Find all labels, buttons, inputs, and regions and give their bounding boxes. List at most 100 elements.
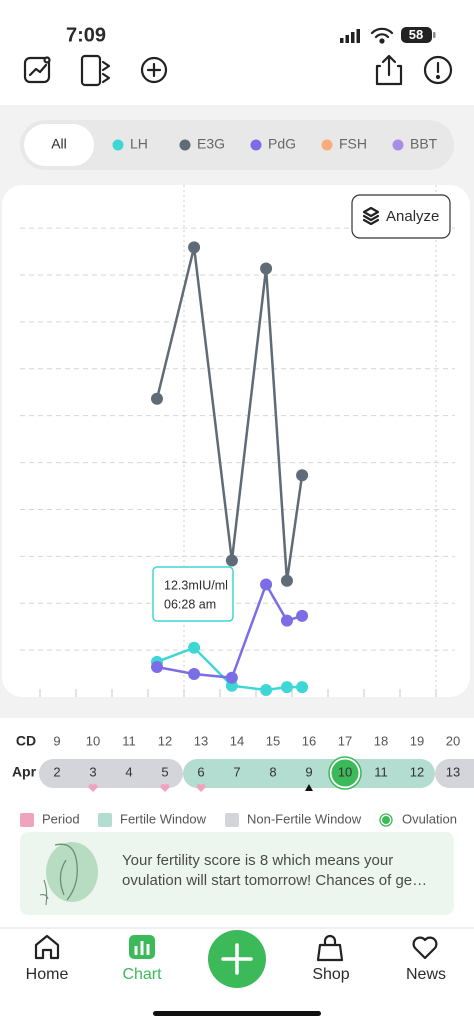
cycle-day: 11 (122, 733, 136, 748)
data-point[interactable] (225, 671, 238, 684)
cycle-day: 12 (158, 733, 172, 748)
cycle-day: 15 (266, 733, 280, 748)
phase-pill (183, 759, 435, 788)
tooltip-value: 12.3mIU/ml (164, 578, 228, 592)
cycle-day: 17 (338, 733, 352, 748)
nav-label[interactable]: Chart (122, 966, 162, 983)
home-icon[interactable] (34, 934, 60, 960)
date[interactable]: 9 (305, 764, 312, 779)
date[interactable]: 10 (338, 764, 352, 779)
status-time: 7:09 (66, 24, 106, 46)
legend-dot[interactable] (321, 139, 333, 151)
date[interactable]: 11 (374, 764, 388, 779)
message-card[interactable] (20, 832, 454, 915)
legend-dot[interactable] (250, 139, 262, 151)
date[interactable]: 3 (89, 764, 96, 779)
chart-card (2, 185, 470, 697)
cycle-day: 14 (230, 733, 244, 748)
date[interactable]: 5 (161, 764, 168, 779)
nav-label[interactable]: Home (26, 966, 69, 983)
filter-chip-active[interactable] (24, 124, 94, 166)
cycle-day: 20 (446, 733, 460, 748)
cycle-day: 13 (194, 733, 208, 748)
nav-label[interactable]: News (406, 966, 446, 983)
tooltip-box (152, 566, 234, 622)
data-point[interactable] (225, 554, 238, 567)
data-point[interactable] (280, 681, 293, 694)
cycle-day: 9 (53, 733, 60, 748)
date[interactable]: 4 (125, 764, 132, 779)
today-marker (305, 784, 313, 791)
battery-tip (433, 32, 436, 38)
data-point[interactable] (260, 578, 273, 591)
data-point[interactable] (260, 262, 273, 275)
legend-label[interactable]: LH (130, 136, 148, 152)
device-button[interactable] (80, 54, 111, 87)
period-heart (196, 784, 206, 792)
shop-icon[interactable] (316, 934, 344, 962)
legend-swatch (225, 813, 239, 827)
analyze-label[interactable]: Analyze (386, 208, 439, 225)
add-entry-plus (221, 943, 253, 975)
period-heart (88, 784, 98, 792)
battery (401, 27, 432, 43)
tooltip-time: 06:28 am (164, 597, 216, 611)
date[interactable]: 2 (53, 764, 60, 779)
legend-label[interactable]: BBT (410, 136, 438, 152)
date[interactable]: 7 (233, 764, 240, 779)
row-label: Apr (12, 764, 37, 780)
analyze-button[interactable] (351, 194, 451, 239)
battery-level: 58 (409, 27, 423, 42)
date[interactable]: 13 (446, 764, 460, 779)
tooltip: 12.3mIU/ml 06:28 am (152, 566, 234, 622)
legend-label: Non-Fertile Window (247, 811, 362, 826)
data-point[interactable] (296, 609, 309, 622)
row-label: CD (16, 733, 36, 749)
legend-label[interactable]: PdG (268, 136, 296, 152)
nav-label[interactable]: Shop (312, 966, 349, 983)
trend-button[interactable] (23, 56, 51, 84)
legend-label: Fertile Window (120, 811, 207, 826)
legend-swatch (98, 813, 112, 827)
data-point[interactable] (280, 614, 293, 627)
data-point[interactable] (296, 469, 309, 482)
data-point[interactable] (296, 681, 309, 694)
data-point[interactable] (260, 683, 273, 696)
data-point[interactable] (188, 668, 201, 681)
data-point[interactable] (151, 392, 163, 405)
share-button[interactable] (375, 54, 403, 86)
data-point[interactable] (188, 641, 201, 654)
date[interactable]: 8 (269, 764, 276, 779)
news-icon[interactable] (412, 936, 438, 960)
date[interactable]: 6 (197, 764, 204, 779)
signal-icon (340, 29, 360, 43)
legend-dot[interactable] (112, 139, 124, 151)
period-heart (160, 784, 170, 792)
ovulation-day (331, 759, 359, 787)
add-button[interactable] (140, 56, 168, 84)
home-indicator (153, 1011, 321, 1016)
phase-pill (435, 759, 474, 788)
date[interactable]: 12 (410, 764, 424, 779)
legend-dot[interactable] (392, 139, 404, 151)
filter-label[interactable]: All (51, 136, 67, 152)
data-point[interactable] (151, 660, 163, 673)
data-point[interactable] (188, 241, 201, 254)
cycle-day: 18 (374, 733, 388, 748)
wifi-icon (370, 27, 394, 44)
message-line: Your fertility score is 8 which means yo… (122, 852, 393, 869)
filter-bar (20, 120, 454, 170)
legend-label: Ovulation (402, 811, 457, 826)
legend-label[interactable]: E3G (197, 136, 225, 152)
info-button[interactable] (423, 55, 453, 85)
chart-icon[interactable] (129, 935, 155, 959)
legend-label[interactable]: FSH (339, 136, 367, 152)
legend-swatch (20, 813, 34, 827)
layers-icon (362, 206, 380, 226)
data-point[interactable] (280, 574, 293, 587)
message-line: ovulation will start tomorrow! Chances o… (122, 872, 427, 889)
legend-label: Period (42, 811, 80, 826)
legend-dot[interactable] (179, 139, 191, 151)
phase-pill (39, 759, 183, 788)
